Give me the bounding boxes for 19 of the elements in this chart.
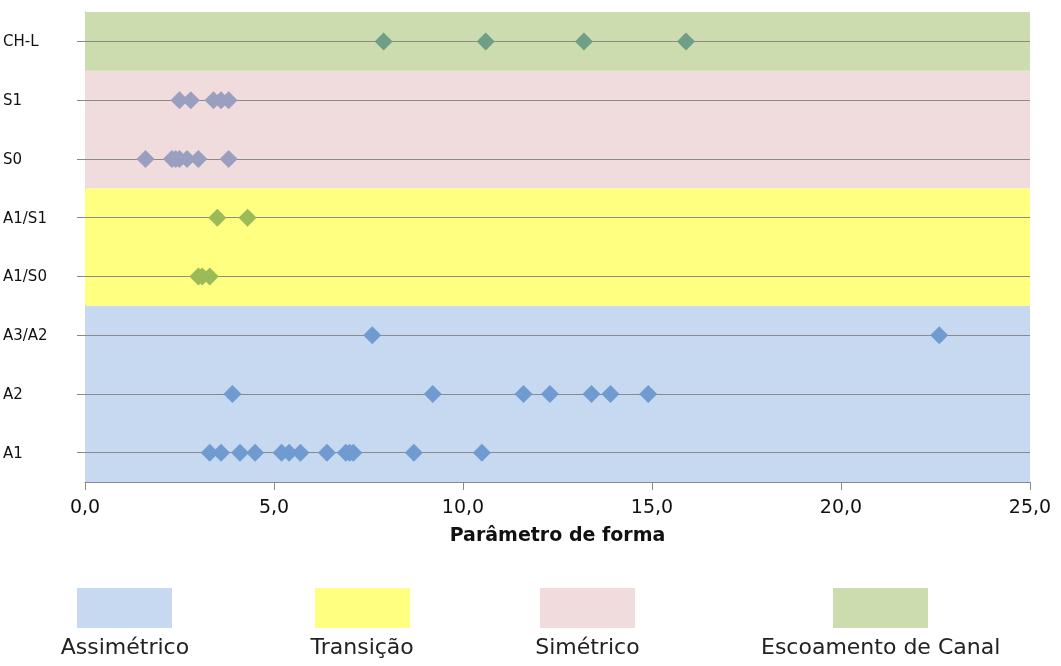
x-axis-title: Parâmetro de forma: [449, 522, 666, 545]
y-tick-label: S0: [3, 149, 23, 168]
y-tick-label: A1: [3, 443, 23, 462]
legend-label: Simétrico: [535, 634, 640, 659]
x-tick-label: 20,0: [819, 494, 863, 517]
x-tick-label: 25,0: [1008, 494, 1052, 517]
legend-label: Escoamento de Canal: [761, 634, 1001, 659]
y-tick-label: CH-L: [3, 32, 40, 51]
y-tick-label: S1: [3, 91, 23, 110]
y-tick-label: A1/S0: [3, 267, 47, 286]
x-tick-label: 10,0: [441, 494, 485, 517]
x-tick-label: 15,0: [630, 494, 674, 517]
legend-label: Assimétrico: [60, 634, 190, 659]
x-tick-label: 0,0: [69, 494, 101, 517]
y-tick-label: A2: [3, 384, 23, 403]
legend-label: Transição: [310, 634, 414, 659]
y-tick-label: A1/S1: [3, 208, 47, 227]
x-tick-label: 5,0: [258, 494, 290, 517]
y-tick-label: A3/A2: [3, 326, 48, 345]
